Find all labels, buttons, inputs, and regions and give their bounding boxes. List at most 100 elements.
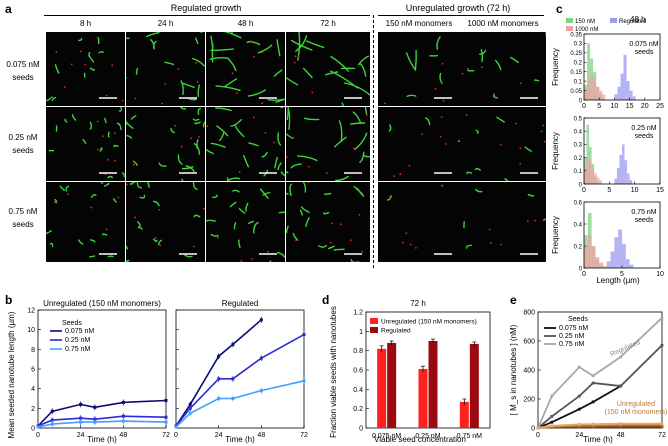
micrograph-r1-c3 [206,32,285,106]
nanotube [341,102,345,106]
seed-dot [105,228,108,231]
micrograph-r3-c6 [460,182,546,262]
subplot-label: seeds [635,49,654,56]
nanotube [98,51,104,54]
seed-dot [399,173,402,176]
x-tick-label: 24 [215,432,223,439]
series-line-025nM [175,333,305,427]
seed-dot [311,91,314,94]
nanotube [64,118,68,123]
bar-regulated [387,342,397,428]
nanotube [202,121,205,128]
nanotube [277,162,282,171]
seed-dot [111,64,114,67]
nanotube [334,136,347,148]
micrograph-r1-c4 [286,32,370,106]
nanotube [233,222,237,230]
x-tick-label: 24 [575,432,583,439]
nanotube [89,67,95,71]
nanotube [232,189,240,193]
seed-dot [329,241,332,244]
seed-dot [440,184,443,187]
nanotube [197,84,201,98]
nanotube [330,70,359,89]
x-tick-label: 0 [582,187,586,194]
hist-bar [586,124,590,184]
regulated-annotation: Regulated [609,339,641,358]
nanotube [194,37,199,45]
panel-c-axes-2 [583,117,661,185]
seed-dot [542,124,545,127]
micrograph-r2-c6 [460,107,546,181]
nanotube [136,182,142,189]
micrograph-r1-c6 [460,32,546,106]
micrograph-r2-c5 [378,107,460,181]
legend-swatch [370,327,378,333]
micrograph-r2-c2 [126,107,205,181]
nanotube [302,182,307,193]
seed-dot [253,116,255,119]
nanotube [224,32,242,39]
panel-c-xlabel: Length (µm) [596,276,640,285]
row-label-075: 0.75 nM seeds [8,207,38,229]
data-point [577,422,581,426]
nanotube [191,57,205,67]
nanotube [164,61,175,66]
nanotube [542,217,546,221]
nanotube [121,172,125,178]
series-line-unregulated [537,422,662,429]
nanotube [510,56,520,64]
hist-bar [603,265,607,268]
nanotube [290,163,302,169]
nanotube [290,39,313,51]
subplot-label: 0.075 nM [629,41,658,48]
nanotube [77,239,84,245]
hist-bar [618,229,622,268]
hist-bar [622,144,625,184]
y-tick-label: 0.35 [570,32,582,38]
seed-dot [365,113,368,116]
nanotube [200,32,203,34]
micrograph-r2-c4 [286,107,370,181]
hist-bar [629,180,633,184]
seed-dot [121,99,124,102]
seed-dot [174,124,177,127]
hist-bar [616,168,620,184]
seed-dot [308,165,310,168]
data-point [619,384,623,388]
seed-dot [206,125,209,128]
seed-dot [195,61,197,64]
data-point [550,424,554,428]
seed-dot [55,201,58,204]
nanotube [328,245,335,250]
nanotube [184,254,193,258]
data-point [550,420,554,424]
nanotube [466,171,473,175]
seed-dot [293,61,296,64]
seed-dot [198,136,200,138]
legend-swatch-regulated [610,18,617,23]
nanotube [97,37,100,45]
nanotube [245,202,249,212]
nanotube [227,57,237,72]
nanotube [292,232,299,241]
hist-bar [619,154,622,184]
seed-dot [384,102,386,105]
hist-bar [620,73,624,100]
seed-dot [190,137,192,140]
data-point [536,426,540,430]
seed-dot [177,68,180,70]
nanotube [248,142,259,147]
panel-label-a: a [5,2,12,16]
nanotube [238,207,246,214]
seed-dot [488,228,491,231]
seed-dot [441,62,444,65]
hist-bar [594,173,597,184]
hist-bar [617,86,621,100]
nanotube [206,148,214,155]
nanotube [46,230,52,235]
seed-dot [421,133,423,135]
seed-dot [102,135,104,138]
seed-dot [294,55,297,58]
y-tick-label: 0.2 [574,156,583,162]
